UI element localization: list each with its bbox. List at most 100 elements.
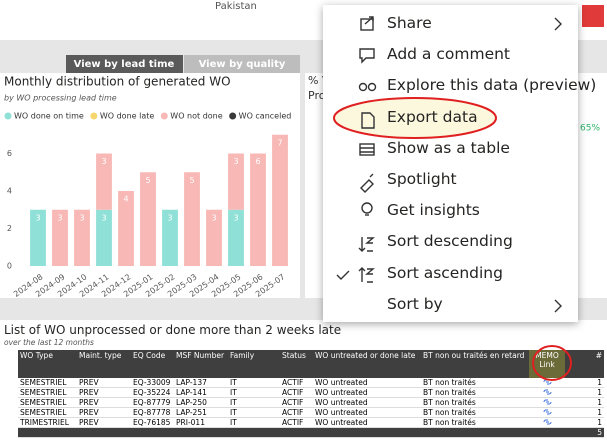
- link-icon: [543, 389, 551, 395]
- table-cell: LAP-250: [174, 397, 228, 408]
- bar-segment: [228, 209, 244, 266]
- data-label: 3: [233, 213, 238, 222]
- table-cell: ACTIF: [280, 378, 313, 388]
- chart-subtitle: by WO processing lead time: [4, 94, 117, 103]
- chart-title: Monthly distribution of generated WO: [4, 75, 231, 89]
- column-header: WO untreated or done late: [313, 350, 421, 378]
- table-cell: 1: [565, 407, 604, 418]
- bar-segment: [74, 209, 90, 266]
- menu-item[interactable]: Add a comment: [323, 40, 578, 71]
- bar-segment: [30, 209, 46, 266]
- menu-item-label[interactable]: Explore this data (preview): [387, 76, 597, 95]
- column-header: Family: [228, 350, 280, 378]
- menu-item-label[interactable]: Sort descending: [387, 232, 513, 251]
- table-cell: EQ-87778: [131, 407, 174, 418]
- menu-item[interactable]: Explore this data (preview): [323, 71, 596, 102]
- table-cell: WO untreated: [313, 387, 421, 398]
- table-cell: EQ-35224: [131, 387, 174, 398]
- menu-item-label[interactable]: Add a comment: [387, 45, 511, 64]
- total-cell: [77, 427, 131, 438]
- column-header: #: [565, 350, 604, 378]
- table-cell: IT: [228, 397, 280, 408]
- menu-item[interactable]: Sort ascending: [323, 259, 578, 290]
- table-cell: SEMESTRIEL: [18, 387, 77, 398]
- y-tick-label: 0: [7, 262, 12, 271]
- legend-marker: [90, 112, 98, 120]
- table: WO Type Maint. type EQ Code MSF Number Famil…: [18, 350, 604, 438]
- table-row: SEMESTRIEL PREV EQ-87778 LAP-251 IT ACTIF WO u…: [18, 407, 604, 418]
- table-cell: IT: [228, 378, 280, 388]
- link-shape: [543, 399, 551, 405]
- bar-segment: [96, 153, 112, 210]
- menu-item[interactable]: Spotlight: [323, 165, 578, 196]
- data-label: 3: [79, 213, 84, 222]
- table-cell: SEMESTRIEL: [18, 378, 77, 388]
- total-cell: [174, 427, 228, 438]
- data-label: 5: [189, 176, 194, 185]
- menu-item[interactable]: Show as a table: [323, 134, 578, 165]
- legend-label: WO canceled: [239, 112, 292, 121]
- icons: [336, 16, 562, 313]
- table-cell: LAP-137: [174, 378, 228, 388]
- menu-item-label[interactable]: Sort ascending: [387, 263, 503, 282]
- table-cell: EQ-33009: [131, 378, 174, 388]
- menu-item-label[interactable]: Get insights: [387, 201, 480, 220]
- memo-link[interactable]: [529, 407, 565, 418]
- bar-segment: [140, 172, 156, 266]
- table-cell: EQ-87779: [131, 397, 174, 408]
- menu-item[interactable]: Get insights: [323, 196, 578, 227]
- table-row: SEMESTRIEL PREV EQ-33009 LAP-137 IT ACTIF WO u…: [18, 378, 604, 388]
- data-label: 3: [57, 213, 62, 222]
- data-label: 3: [35, 213, 40, 222]
- table-cell: 1: [565, 387, 604, 398]
- memo-link[interactable]: [529, 417, 565, 428]
- total-cell: [228, 427, 280, 438]
- table-cell: IT: [228, 417, 280, 428]
- bar-segment: [52, 209, 68, 266]
- menu-item-label[interactable]: Show as a table: [387, 138, 510, 157]
- side-title: Pro: [308, 89, 326, 102]
- table-cell: WO untreated: [313, 417, 421, 428]
- table-cell: BT non traités: [421, 387, 529, 398]
- legend-marker: [4, 112, 12, 120]
- legend-marker: [160, 112, 168, 120]
- menu-item[interactable]: Share: [323, 9, 578, 40]
- tab-label[interactable]: View by lead time: [74, 59, 175, 70]
- context-menu: Share Add a comment Explore this data (pre…: [323, 5, 596, 322]
- bar-segment: [184, 172, 200, 266]
- menu-item-label[interactable]: Share: [387, 14, 432, 32]
- menu-item-label[interactable]: Sort by: [387, 294, 443, 313]
- memo-link[interactable]: [529, 387, 565, 398]
- menu-item[interactable]: Sort descending: [323, 227, 578, 258]
- tab-label[interactable]: View by quality: [199, 59, 286, 70]
- bar-segment: [96, 209, 112, 266]
- menu-icons: [333, 16, 562, 313]
- table-row: TRIMESTRIEL PREV EQ-76185 PRI-011 IT ACTIF WO …: [18, 417, 604, 428]
- menu-item-label[interactable]: Export data: [387, 107, 478, 126]
- tab-active[interactable]: [66, 55, 183, 73]
- tab[interactable]: [184, 55, 300, 73]
- table-cell: BT non traités: [421, 397, 529, 408]
- table-subtitle: over the last 12 months: [4, 338, 94, 347]
- data-label: 7: [277, 138, 282, 147]
- data-label: 5: [145, 176, 150, 185]
- total-cell: [421, 427, 529, 438]
- link-icon: [543, 419, 551, 425]
- menu-item[interactable]: Export data: [323, 103, 578, 134]
- memo-link[interactable]: [529, 378, 565, 388]
- legend-label: WO not done: [170, 112, 222, 121]
- table-cell: 1: [565, 378, 604, 388]
- link-shape: [543, 379, 551, 385]
- table-cell: 1: [565, 397, 604, 408]
- link-icon: [543, 399, 551, 405]
- menu-item[interactable]: Sort by: [323, 290, 578, 321]
- bar-segment: [118, 191, 134, 266]
- memo-link[interactable]: [529, 397, 565, 408]
- bar-segment: [206, 209, 222, 266]
- table-cell: PREV: [77, 397, 131, 408]
- bar-segment: [272, 134, 288, 266]
- menu-item-label[interactable]: Spotlight: [387, 170, 457, 188]
- column-header: MEMO Link: [529, 350, 565, 378]
- total-cell: [18, 427, 77, 438]
